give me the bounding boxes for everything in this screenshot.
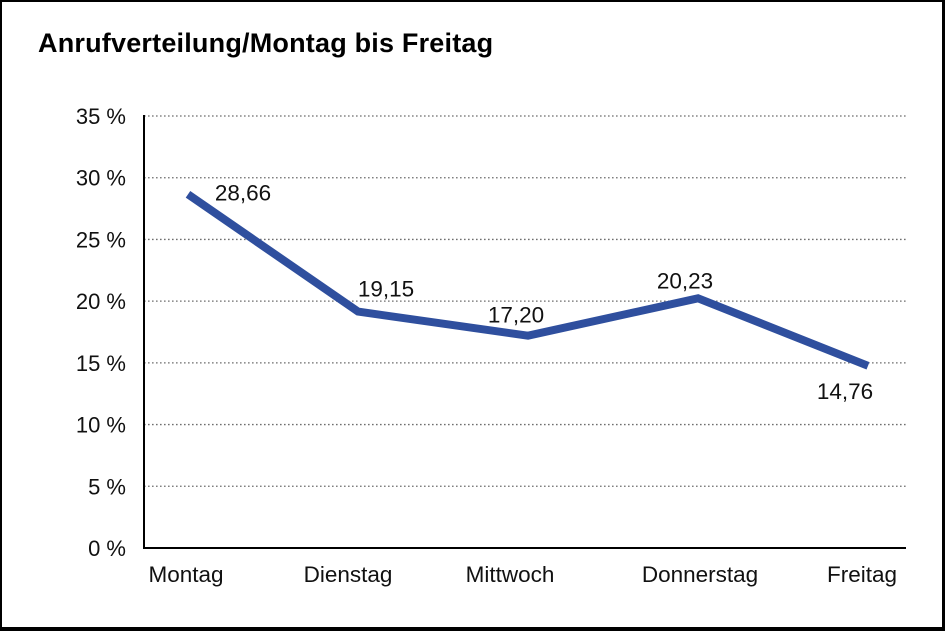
y-axis-tick-label: 5 %: [88, 474, 126, 499]
data-point-label: 20,23: [657, 268, 713, 293]
x-axis-label: Donnerstag: [642, 562, 758, 587]
x-axis-label: Montag: [148, 562, 223, 587]
data-line: [185, 191, 870, 370]
y-axis-tick-label: 0 %: [88, 536, 126, 561]
data-point-label: 19,15: [358, 277, 414, 302]
x-axis-label: Dienstag: [304, 562, 393, 587]
y-axis-tick-label: 10 %: [76, 413, 126, 438]
x-axis-label: Freitag: [827, 562, 897, 587]
y-axis-tick-label: 25 %: [76, 227, 126, 252]
y-axis-tick-label: 35 %: [76, 104, 126, 129]
data-point-label: 28,66: [215, 180, 271, 205]
x-axis-label: Mittwoch: [466, 562, 555, 587]
data-point-label: 14,76: [817, 379, 873, 404]
y-axis-tick-label: 15 %: [76, 351, 126, 376]
data-point-label: 17,20: [488, 303, 544, 328]
y-axis-tick-label: 20 %: [76, 289, 126, 314]
chart-title: Anrufverteilung/Montag bis Freitag: [38, 28, 494, 58]
y-axis-tick-label: 30 %: [76, 166, 126, 191]
